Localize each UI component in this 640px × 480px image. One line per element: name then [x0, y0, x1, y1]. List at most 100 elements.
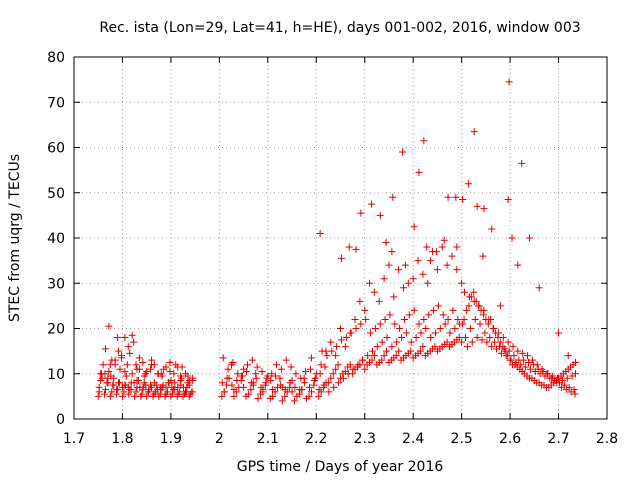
data-point: [536, 370, 544, 378]
data-point: [120, 388, 128, 396]
x-tick-label: 2.4: [402, 431, 424, 447]
data-point: [382, 239, 390, 247]
data-point: [106, 361, 114, 369]
data-point: [392, 352, 400, 360]
data-point: [424, 279, 432, 287]
data-point: [391, 320, 399, 328]
data-point: [388, 343, 396, 351]
data-point: [401, 261, 409, 269]
data-point: [572, 370, 580, 378]
data-point: [320, 381, 328, 389]
data-point: [458, 338, 466, 346]
data-point: [393, 338, 401, 346]
data-point: [117, 354, 125, 362]
data-point: [522, 363, 530, 371]
data-point: [443, 338, 451, 346]
data-point: [405, 311, 413, 319]
data-point: [327, 338, 335, 346]
data-point: [376, 320, 384, 328]
data-point: [267, 377, 275, 385]
data-point: [244, 390, 252, 398]
data-point: [220, 388, 228, 396]
data-point: [548, 374, 556, 382]
data-point: [188, 388, 196, 396]
data-point: [371, 325, 379, 332]
data-point: [332, 365, 340, 373]
data-point: [268, 370, 276, 378]
data-point: [259, 388, 267, 396]
data-point: [409, 275, 417, 283]
data-point: [510, 352, 518, 360]
data-point: [242, 367, 250, 375]
data-point: [351, 315, 359, 323]
data-point: [378, 338, 386, 346]
data-point: [345, 243, 353, 251]
data-point: [150, 379, 158, 387]
data-point: [465, 293, 473, 301]
chart-title: Rec. ista (Lon=29, Lat=41, h=HE), days 0…: [99, 20, 580, 36]
data-point: [380, 275, 388, 283]
data-point: [380, 352, 388, 360]
data-point: [444, 193, 452, 201]
x-axis-label: GPS time / Days of year 2016: [237, 459, 444, 475]
x-tick-labels: 1.7 1.8 1.9 2 2.1 2.2 2.3 2.4 2.5 2.6 2.7 2.8: [63, 431, 618, 447]
data-point: [452, 193, 460, 201]
data-point: [101, 390, 109, 398]
x-tick-label: 2.3: [354, 431, 376, 447]
y-tick-label: 80: [47, 50, 65, 66]
data-point: [139, 386, 147, 394]
y-tick-label: 30: [47, 276, 65, 292]
data-point: [396, 325, 404, 332]
data-point: [470, 288, 478, 296]
data-point: [420, 315, 428, 323]
data-point: [473, 202, 481, 210]
data-point: [451, 325, 459, 332]
data-point: [254, 395, 262, 403]
data-point: [286, 379, 294, 387]
data-point: [301, 379, 309, 387]
data-point: [166, 367, 174, 375]
data-point: [366, 279, 374, 287]
y-tick-label: 0: [56, 412, 65, 428]
data-point: [362, 315, 370, 323]
data-point: [361, 365, 369, 373]
data-point: [399, 284, 407, 292]
data-point: [108, 356, 116, 364]
data-point: [490, 325, 498, 332]
data-point: [131, 392, 139, 400]
data-point: [273, 361, 281, 369]
data-point: [473, 334, 481, 342]
data-point: [518, 159, 526, 167]
y-tick-label: 50: [47, 186, 65, 202]
data-point: [441, 320, 449, 328]
data-point: [378, 356, 386, 364]
data-point: [439, 311, 447, 319]
data-point: [381, 315, 389, 323]
data-point: [262, 379, 270, 387]
data-point: [483, 338, 491, 346]
data-point: [528, 356, 536, 364]
data-point: [538, 365, 546, 373]
data-point: [315, 392, 323, 400]
data-point: [453, 243, 461, 251]
data-point: [385, 261, 393, 269]
data-point: [128, 370, 136, 378]
x-tick-label: 2.8: [596, 431, 618, 447]
data-point: [157, 370, 165, 378]
data-point: [383, 334, 391, 342]
data-point: [346, 361, 354, 369]
y-tick-label: 20: [47, 322, 65, 338]
data-point: [443, 261, 451, 269]
data-point: [361, 306, 369, 314]
data-point: [329, 370, 337, 378]
data-point: [494, 329, 502, 337]
data-point: [553, 379, 561, 387]
data-point: [458, 279, 466, 287]
data-point: [533, 361, 541, 369]
data-point: [543, 370, 551, 378]
data-point: [524, 352, 532, 360]
data-point: [148, 383, 156, 391]
data-point: [174, 363, 182, 371]
data-point: [557, 383, 565, 391]
